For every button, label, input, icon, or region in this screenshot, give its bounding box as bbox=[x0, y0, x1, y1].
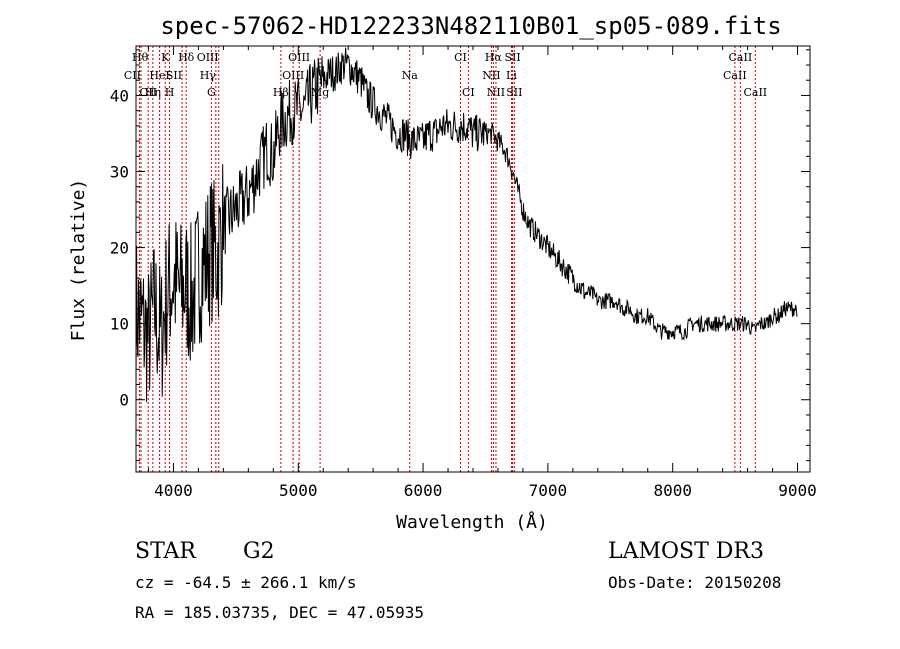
y-tick-label: 30 bbox=[110, 163, 129, 182]
emission-line-markers bbox=[138, 46, 756, 472]
survey-name: LAMOST DR3 bbox=[608, 539, 764, 564]
marker-label: CII bbox=[124, 69, 141, 82]
y-tick-label: 10 bbox=[110, 315, 129, 334]
marker-label: SII bbox=[506, 86, 522, 99]
x-tick-label: 5000 bbox=[279, 481, 318, 500]
y-tick-label: 40 bbox=[110, 86, 129, 105]
marker-label: SII bbox=[166, 69, 182, 82]
x-tick-label: 4000 bbox=[154, 481, 193, 500]
spectrum-line bbox=[135, 47, 798, 403]
y-tick-label: 20 bbox=[110, 239, 129, 258]
marker-label: Hη bbox=[145, 86, 161, 99]
marker-label: Hδ bbox=[178, 51, 195, 64]
spectral-subclass: G2 bbox=[243, 539, 275, 564]
marker-label: OIII bbox=[197, 51, 219, 64]
chart-title: spec-57062-HD122233N482110B01_sp05-089.f… bbox=[160, 12, 781, 40]
marker-label: Na bbox=[402, 69, 419, 82]
x-tick-label: 6000 bbox=[404, 481, 443, 500]
marker-label: CaII bbox=[729, 51, 753, 64]
marker-label: K bbox=[161, 51, 170, 64]
marker-label: CI bbox=[462, 86, 475, 99]
marker-label: CaII bbox=[743, 86, 767, 99]
marker-label: OIII bbox=[282, 69, 304, 82]
x-axis-label: Wavelength (Å) bbox=[396, 511, 548, 533]
coordinates: RA = 185.03735, DEC = 47.05935 bbox=[135, 603, 424, 622]
x-tick-label: 9000 bbox=[778, 481, 817, 500]
x-tick-label: 7000 bbox=[529, 481, 568, 500]
x-axis-ticks: 4000 5000 6000 7000 8000 9000 bbox=[147, 46, 817, 500]
y-axis-ticks: 0 10 20 30 40 bbox=[110, 49, 810, 462]
marker-label: Hα bbox=[485, 51, 503, 64]
marker-label: Hθ bbox=[132, 51, 149, 64]
marker-label: NII bbox=[482, 69, 500, 82]
marker-label: HeI bbox=[149, 69, 169, 82]
marker-label: CI bbox=[454, 51, 467, 64]
marker-label: OIII bbox=[288, 51, 310, 64]
marker-label: H bbox=[165, 86, 175, 99]
marker-label: Li bbox=[506, 69, 517, 82]
plot-frame bbox=[135, 45, 811, 473]
marker-label: CaII bbox=[723, 69, 747, 82]
observation-date: Obs-Date: 20150208 bbox=[608, 573, 782, 592]
marker-label: G bbox=[207, 86, 216, 99]
marker-label: SII bbox=[504, 51, 520, 64]
x-tick-label: 8000 bbox=[653, 481, 692, 500]
object-class: STAR bbox=[135, 539, 196, 564]
marker-label: Hγ bbox=[200, 69, 217, 82]
redshift-velocity: cz = -64.5 ± 266.1 km/s bbox=[135, 573, 357, 592]
marker-label: NII bbox=[487, 86, 505, 99]
y-tick-label: 0 bbox=[119, 391, 129, 410]
y-axis-label: Flux (relative) bbox=[68, 179, 89, 342]
